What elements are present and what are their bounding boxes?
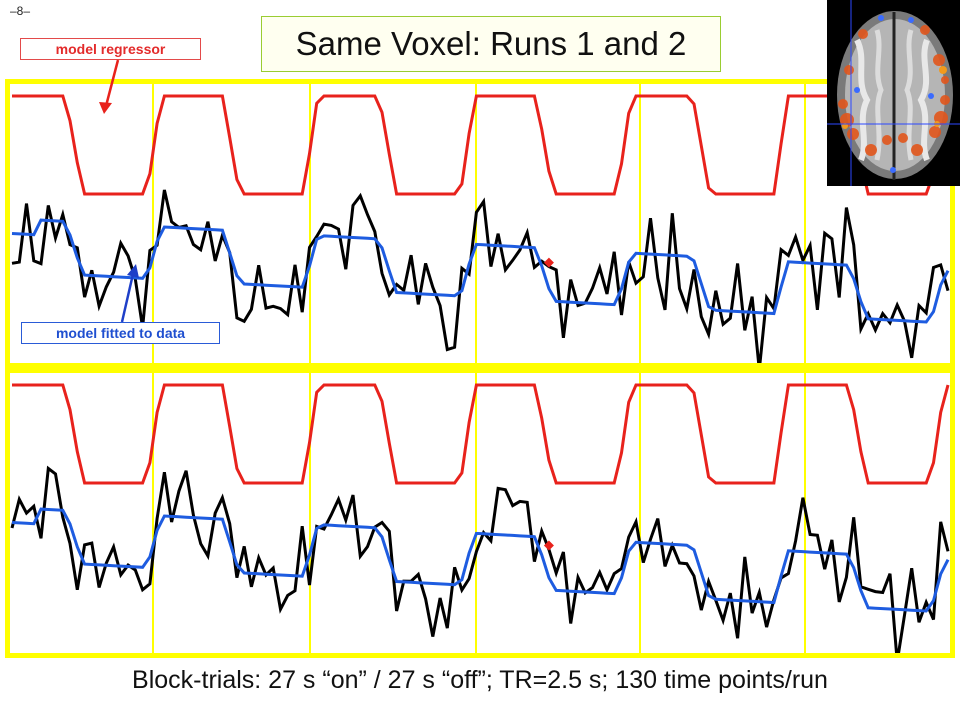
grid-lines xyxy=(152,373,806,653)
data-line xyxy=(11,189,950,363)
brain-slice-icon xyxy=(827,0,960,186)
slide-title-text: Same Voxel: Runs 1 and 2 xyxy=(295,25,687,62)
model-regressor-label: model regressor xyxy=(20,38,201,60)
cursor-marker xyxy=(543,540,554,551)
page-number: –8– xyxy=(10,4,31,18)
fitted-line xyxy=(11,218,950,324)
chart-run1 xyxy=(11,84,950,363)
slide-caption: Block-trials: 27 s “on” / 27 s “off”; TR… xyxy=(132,666,828,694)
chart-panel-run1 xyxy=(5,79,955,368)
regressor-line xyxy=(12,383,950,485)
fitted-line xyxy=(11,507,950,613)
brain-activation-image xyxy=(827,0,960,186)
cursor-marker xyxy=(543,257,554,268)
grid-lines xyxy=(152,84,806,363)
chart-panel-run2 xyxy=(5,368,955,658)
data-line xyxy=(10,465,950,653)
model-regressor-label-text: model regressor xyxy=(55,41,166,57)
slide-title: Same Voxel: Runs 1 and 2 xyxy=(261,16,721,72)
model-fitted-label-text: model fitted to data xyxy=(55,325,186,341)
regressor-line xyxy=(12,94,950,196)
chart-run2 xyxy=(10,373,950,653)
model-fitted-label: model fitted to data xyxy=(21,322,220,344)
